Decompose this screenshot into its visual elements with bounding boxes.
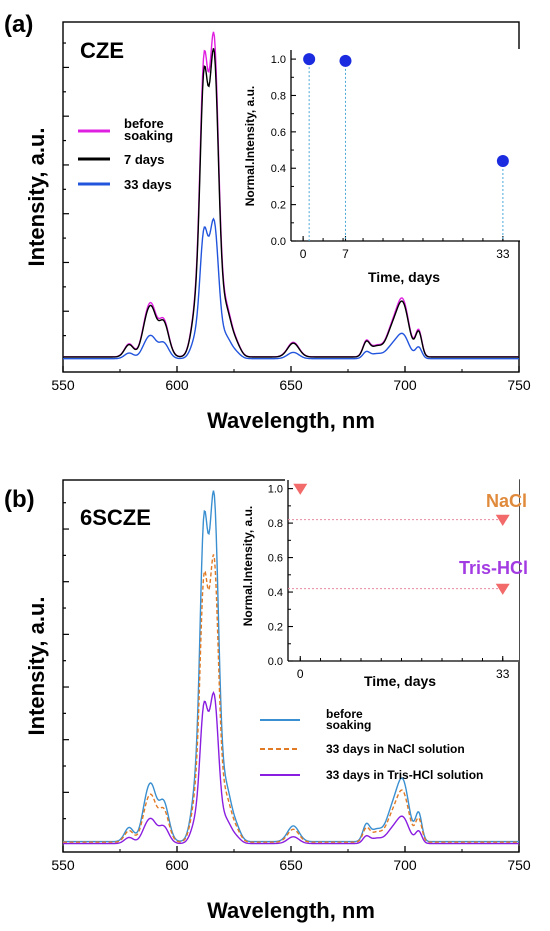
- inset-y-tick-label: 0.6: [271, 127, 286, 139]
- panel-a: (a) CZE Intensity, a.u. Wavelength, nm 5…: [4, 11, 531, 433]
- panel-a-label: (a): [4, 11, 33, 38]
- panel-a-legend-label-before: before soaking: [124, 116, 173, 143]
- panel-a-inset-y-axis-label: Normal.Intensity, a.u.: [243, 86, 257, 206]
- panel-b-label: (b): [4, 486, 35, 513]
- panel-a-x-ticks: 550 600 650 700 750: [51, 366, 531, 393]
- inset-y-tick-label: 0.8: [268, 518, 283, 530]
- panel-b-legend-label-before: before soaking: [326, 707, 371, 732]
- panel-b-y-axis-label: Intensity, a.u.: [24, 597, 49, 736]
- panel-b-inset-annotation-tris: Tris-HCl: [459, 558, 528, 578]
- inset-data-point: [293, 483, 308, 495]
- panel-b-x-axis-label: Wavelength, nm: [207, 898, 375, 923]
- panel-a-legend: before soaking 7 days 33 days: [78, 116, 173, 192]
- series-line-2: [63, 554, 519, 843]
- x-tick-label: 750: [507, 857, 531, 873]
- panel-a-series: [63, 31, 519, 360]
- inset-y-tick-label: 0.4: [271, 163, 286, 175]
- inset-y-tick-label: 0.8: [271, 90, 286, 102]
- panel-a-x-axis-label: Wavelength, nm: [207, 408, 375, 433]
- inset-x-tick-label: 33: [496, 667, 510, 681]
- inset-y-tick-label: 0.6: [268, 553, 283, 565]
- series-line-2: [63, 48, 519, 358]
- panel-a-inset-x-axis-label: Time, days: [368, 269, 440, 285]
- panel-b-legend-label-tris: 33 days in Tris-HCl solution: [326, 768, 483, 782]
- inset-y-tick-label: 1.0: [271, 54, 286, 66]
- x-tick-label: 550: [51, 857, 75, 873]
- panel-b-inset-x-axis-label: Time, days: [364, 673, 436, 689]
- x-tick-label: 550: [51, 377, 75, 393]
- panel-b-inset-y-axis-label: Normal.Intensity, a.u.: [241, 506, 255, 626]
- x-tick-label: 650: [279, 857, 303, 873]
- inset-x-tick-label: 33: [496, 247, 510, 261]
- panel-a-y-axis-label: Intensity, a.u.: [24, 128, 49, 267]
- panel-b-inset-annotation-nacl: NaCl: [486, 491, 527, 511]
- panel-b-title: 6SCZE: [80, 505, 151, 530]
- series-line-3: [63, 690, 519, 845]
- x-tick-label: 600: [165, 857, 189, 873]
- inset-y-tick-label: 0.0: [271, 236, 286, 248]
- inset-y-tick-label: 0.0: [268, 656, 283, 668]
- inset-y-tick-label: 0.2: [268, 622, 283, 634]
- panel-b: (b) 6SCZE Intensity, a.u. Wavelength, nm…: [4, 478, 531, 923]
- panel-b-inset-points: [288, 483, 510, 595]
- inset-x-tick-label: 0: [300, 247, 307, 261]
- inset-x-tick-label: 7: [342, 247, 349, 261]
- inset-y-tick-label: 0.4: [268, 587, 283, 599]
- panel-b-legend-label-nacl: 33 days in NaCl solution: [326, 742, 465, 756]
- inset-data-point: [495, 514, 510, 526]
- panel-a-y-ticks: [63, 42, 69, 337]
- panel-b-x-ticks: 550 600 650 700 750: [51, 846, 531, 873]
- inset-data-point: [339, 54, 352, 67]
- panel-a-title: CZE: [80, 38, 124, 63]
- panel-a-inset: 0.0 0.2 0.4 0.6 0.8 1.0 0 7 33 Normal.Intensity,…: [243, 49, 520, 285]
- inset-y-tick-label: 0.2: [271, 200, 286, 212]
- inset-x-tick-label: 0: [297, 667, 304, 681]
- x-tick-label: 650: [279, 377, 303, 393]
- panel-a-legend-label-33days: 33 days: [124, 177, 172, 192]
- x-tick-label: 600: [165, 377, 189, 393]
- x-tick-label: 700: [393, 377, 417, 393]
- panel-a-inset-ticks: 0.0 0.2 0.4 0.6 0.8 1.0 0 7 33: [271, 54, 510, 261]
- inset-data-point: [495, 583, 510, 595]
- panel-b-y-ticks: [63, 502, 69, 820]
- x-tick-label: 700: [393, 857, 417, 873]
- series-line-3: [63, 217, 519, 360]
- panel-b-legend: before soaking 33 days in NaCl solution 3…: [260, 707, 483, 782]
- inset-data-point: [303, 53, 316, 66]
- inset-data-point: [496, 154, 509, 167]
- panel-a-inset-points: [303, 53, 509, 241]
- x-tick-label: 750: [507, 377, 531, 393]
- inset-y-tick-label: 1.0: [268, 484, 283, 496]
- panel-b-inset-bg: [285, 478, 519, 662]
- panel-b-inset: 0.0 0.2 0.4 0.6 0.8 1.0 0 33 NaCl Tris-HCl Norm…: [241, 478, 528, 689]
- panel-a-legend-label-7days: 7 days: [124, 152, 164, 167]
- panel-b-inset-ticks: 0.0 0.2 0.4 0.6 0.8 1.0 0 33: [268, 484, 510, 681]
- panel-b-series: [63, 490, 519, 845]
- panel-a-inset-bg: [288, 49, 520, 241]
